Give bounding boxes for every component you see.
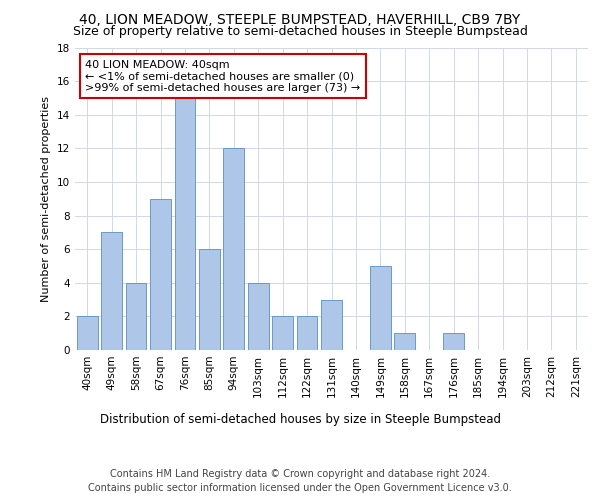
Text: 40 LION MEADOW: 40sqm
← <1% of semi-detached houses are smaller (0)
>99% of semi: 40 LION MEADOW: 40sqm ← <1% of semi-deta… xyxy=(85,60,361,93)
Bar xyxy=(296,316,317,350)
Text: 40, LION MEADOW, STEEPLE BUMPSTEAD, HAVERHILL, CB9 7BY: 40, LION MEADOW, STEEPLE BUMPSTEAD, HAVE… xyxy=(79,12,521,26)
Y-axis label: Number of semi-detached properties: Number of semi-detached properties xyxy=(41,96,52,302)
Text: Distribution of semi-detached houses by size in Steeple Bumpstead: Distribution of semi-detached houses by … xyxy=(100,412,500,426)
Text: Contains HM Land Registry data © Crown copyright and database right 2024.
Contai: Contains HM Land Registry data © Crown c… xyxy=(88,469,512,493)
Bar xyxy=(223,148,244,350)
Bar xyxy=(272,316,293,350)
Bar xyxy=(199,249,220,350)
Bar xyxy=(125,283,146,350)
Bar xyxy=(394,333,415,350)
Text: Size of property relative to semi-detached houses in Steeple Bumpstead: Size of property relative to semi-detach… xyxy=(73,25,527,38)
Bar xyxy=(150,198,171,350)
Bar xyxy=(77,316,98,350)
Bar xyxy=(248,283,269,350)
Bar xyxy=(443,333,464,350)
Bar xyxy=(175,98,196,350)
Bar xyxy=(370,266,391,350)
Bar xyxy=(321,300,342,350)
Bar xyxy=(101,232,122,350)
